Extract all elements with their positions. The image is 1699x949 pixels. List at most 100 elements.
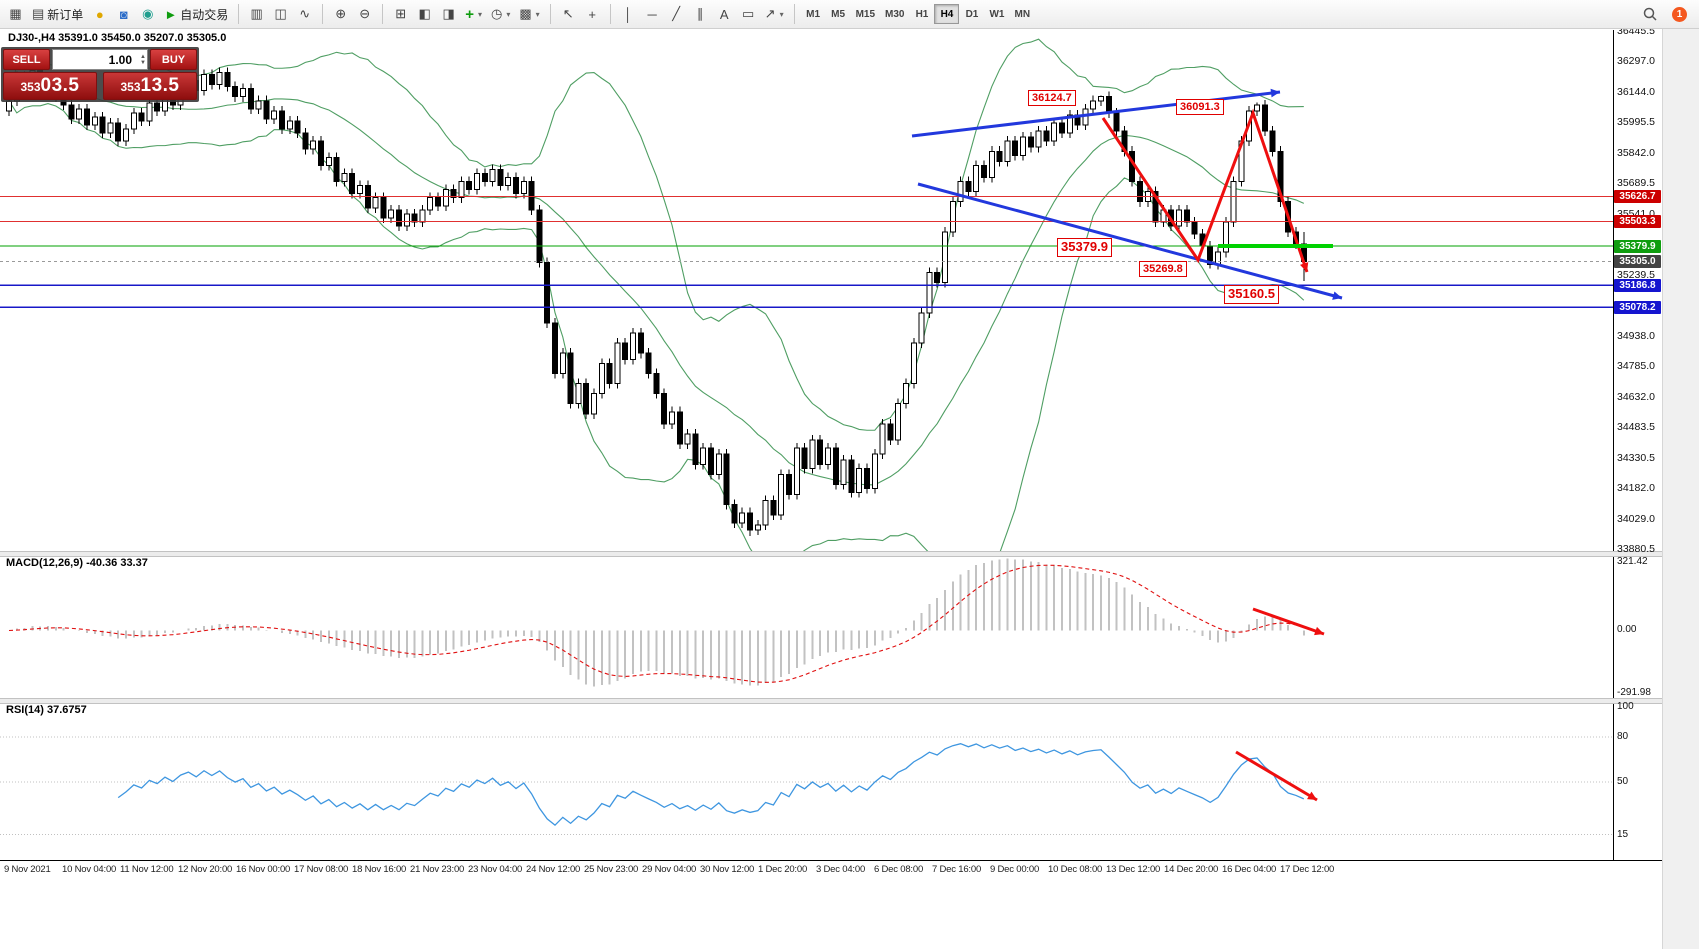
text-label-icon: ▭ [742,6,755,21]
community-icon: ◉ [142,6,154,21]
mql5-button[interactable]: ◙ [112,3,135,25]
rsi-down-arrow [1235,750,1318,802]
sell-button[interactable]: SELL [3,49,50,70]
timeframe-buttons: M1 M5 M15 M30 H1 H4 D1 W1 MN [801,4,1035,24]
horizontal-line-button[interactable]: ─ [641,3,664,25]
search-button[interactable] [1638,3,1662,25]
bollinger-bands [8,38,1305,551]
arrowhead [1299,262,1309,272]
zoom-out-button[interactable]: ⊖ [353,3,376,25]
community-button[interactable]: ◉ [136,3,159,25]
chevron-down-icon: ▾ [477,9,482,19]
price-axis-border [1613,30,1614,861]
buy-button[interactable]: BUY [150,49,197,70]
notification-badge[interactable]: 1 [1672,6,1687,22]
periods-button[interactable]: ◷ ▾ [487,3,514,25]
red-zigzag-arrow [1101,108,1309,273]
price-big-digits: 13.5 [140,75,180,96]
toolbar-separator [382,4,384,24]
toolbar-right: 1 [1638,3,1695,25]
macd-histogram [15,558,1305,687]
timeframe-m1[interactable]: M1 [801,4,826,24]
macd-panel [8,558,1305,687]
channel-icon: ∥ [696,6,704,21]
auto-trading-button[interactable]: ► 自动交易 [160,3,232,25]
auto-trading-icon: ► [164,6,178,22]
toolbar-separator [549,4,551,24]
crosshair-button[interactable]: + [581,3,604,25]
crosshair-icon: + [588,6,596,22]
upper-blue-trend-arrow [911,88,1281,138]
chart-line-button[interactable]: ∿ [293,3,316,25]
spin-up-icon[interactable]: ▲ [140,53,146,60]
sell-price[interactable]: 353 03.5 [3,72,97,100]
text-label-button[interactable]: ▭ [737,3,760,25]
timeframe-h1[interactable]: H1 [909,4,934,24]
text-tool-button[interactable]: A [713,3,736,25]
tile-windows-button[interactable]: ⊞ [389,3,412,25]
right-edge-panel [1662,28,1699,949]
cursor-button[interactable]: ↖ [557,3,580,25]
chart-bars-button[interactable]: ▥ [245,3,268,25]
auto-scroll-button[interactable]: ◧ [413,3,436,25]
toolbar-separator [609,4,611,24]
timeframe-m15[interactable]: M15 [851,4,880,24]
arrowhead [1332,291,1342,300]
spin-down-icon[interactable]: ▼ [140,59,146,66]
macd-panel-splitter[interactable] [0,551,1663,557]
bars-chart-icon: ▥ [250,6,263,21]
volume-spin-buttons[interactable]: ▲ ▼ [140,50,146,69]
timeframe-mn[interactable]: MN [1009,4,1035,24]
indicators-button[interactable]: + ▾ [461,3,486,25]
timeframe-d1[interactable]: D1 [959,4,984,24]
arrowhead [1270,88,1280,98]
timeframe-m30[interactable]: M30 [880,4,909,24]
channel-button[interactable]: ∥ [689,3,712,25]
arrows-tool-button[interactable]: ↗ ▾ [761,3,788,25]
timeframe-m5[interactable]: M5 [826,4,851,24]
timeframe-h4[interactable]: H4 [934,4,960,24]
templates-icon: ▩ [519,6,532,21]
price-big-digits: 03.5 [40,75,80,96]
price-small-digits: 353 [20,80,41,94]
chart-window-icon[interactable]: ▦ [4,3,27,25]
trendline-button[interactable]: ╱ [665,3,688,25]
horizontal-level-lines [0,195,1613,308]
timeframe-w1[interactable]: W1 [984,4,1009,24]
templates-button[interactable]: ▩ ▾ [515,3,543,25]
new-order-icon: ▤ [32,6,45,21]
mql5-icon: ◙ [119,6,128,22]
buy-price[interactable]: 353 13.5 [103,72,197,100]
deposit-icon: ● [95,6,104,22]
chart-candles-button[interactable]: ◫ [269,3,292,25]
tile-windows-icon: ⊞ [395,6,407,21]
rsi-panel-splitter[interactable] [0,698,1663,704]
toolbar-separator [322,4,324,24]
text-tool-icon: A [719,6,729,22]
zoom-in-button[interactable]: ⊕ [329,3,352,25]
price-small-digits: 353 [120,80,141,94]
toolbar-separator [793,4,795,24]
deposit-button[interactable]: ● [88,3,111,25]
volume-input[interactable] [53,51,147,68]
chart-shift-icon: ◨ [442,6,455,21]
arrows-tool-icon: ↗ [764,6,776,21]
candles-chart-icon: ◫ [274,6,287,21]
volume-stepper[interactable]: ▲▼ [52,49,148,70]
auto-scroll-icon: ◧ [418,6,431,21]
rsi-panel [0,736,1613,835]
line-chart-icon: ∿ [299,6,311,21]
toolbar-separator [238,4,240,24]
arrowhead [1314,626,1324,636]
chevron-down-icon: ▾ [506,9,511,19]
toolbar: ▦ ▤ 新订单 ● ◙ ◉ ► 自动交易 ▥ ◫ ∿ ⊕ ⊖ ⊞ ◧ ◨ + ▾ … [0,0,1699,29]
main-chart-panel [0,38,1613,551]
lower-blue-trend-arrow [917,182,1343,300]
vertical-line-button[interactable]: │ [617,3,640,25]
macd-down-arrow [1252,607,1325,636]
new-order-button[interactable]: ▤ 新订单 [28,3,87,25]
chart-shift-button[interactable]: ◨ [437,3,460,25]
